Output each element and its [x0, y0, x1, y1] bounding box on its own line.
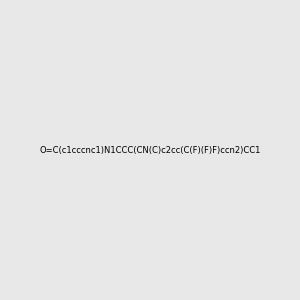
Text: O=C(c1cccnc1)N1CCC(CN(C)c2cc(C(F)(F)F)ccn2)CC1: O=C(c1cccnc1)N1CCC(CN(C)c2cc(C(F)(F)F)cc…	[39, 146, 261, 154]
